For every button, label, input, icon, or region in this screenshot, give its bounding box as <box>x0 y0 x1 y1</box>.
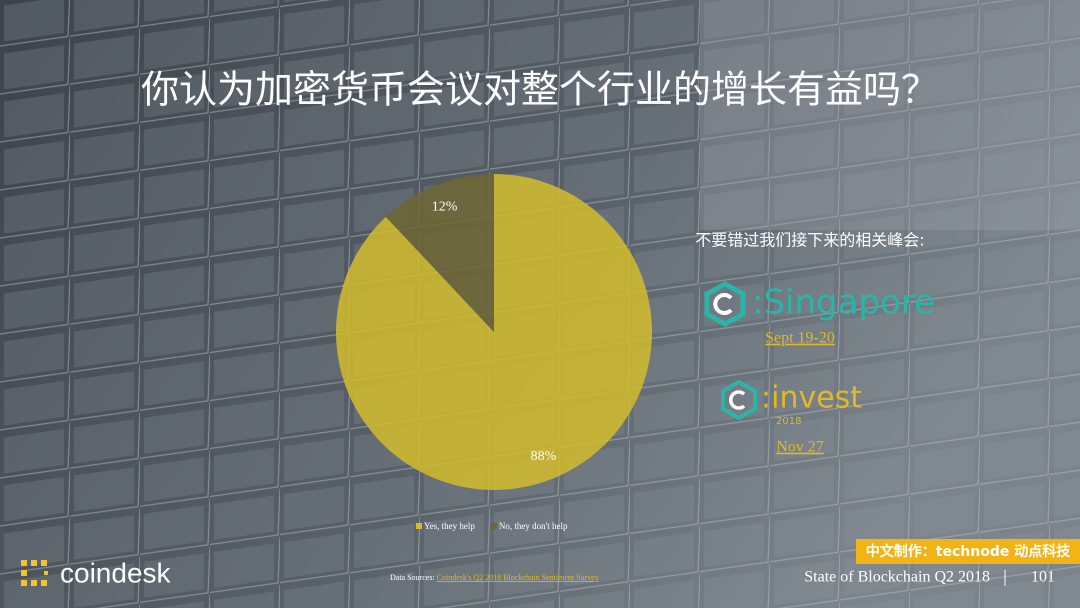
brand-logo: coindesk <box>21 557 172 588</box>
legend-label: Yes, they help <box>424 521 475 531</box>
badge <box>856 539 1080 564</box>
pie-slice <box>385 174 494 332</box>
legend: Yes, they help No, they don't help <box>416 521 568 531</box>
promo-text: 不要错过我们接下来的相关峰会: <box>695 231 924 250</box>
footer-title: State of Blockchain Q2 2018 <box>804 569 990 586</box>
legend-swatch <box>416 523 422 529</box>
event-date[interactable]: Nov 27 <box>776 439 824 456</box>
page-number: 101 <box>1031 569 1055 586</box>
data-label: 12% <box>432 199 458 214</box>
badge-text: 中文制作：technode 动点科技 <box>866 543 1071 560</box>
event-name: :Singapore <box>752 283 935 323</box>
sky <box>700 0 1080 230</box>
source-label: Data Sources: Coindesk's Q2 2018 Blockch… <box>390 573 599 582</box>
invest-logo: :invest 2018 <box>721 379 862 427</box>
brand-name: coindesk <box>60 557 172 588</box>
event-name: :invest <box>761 381 862 416</box>
data-label: 88% <box>531 449 557 464</box>
chart-title: 你认为加密货币会议对整个行业的增长有益吗？ <box>141 68 939 112</box>
pie: 88% 12% <box>336 174 652 490</box>
legend-label: No, they don't help <box>499 521 568 531</box>
source-label: Data Sources: <box>390 573 437 582</box>
legend-swatch <box>490 523 497 529</box>
event-date[interactable]: Sept 19-20 <box>765 330 835 347</box>
event-year: 2018 <box>776 416 801 427</box>
singapore-logo: :Singapore <box>704 281 935 327</box>
source-link[interactable]: Coindesk's Q2 2018 Blockchain Sentiment … <box>437 573 599 582</box>
